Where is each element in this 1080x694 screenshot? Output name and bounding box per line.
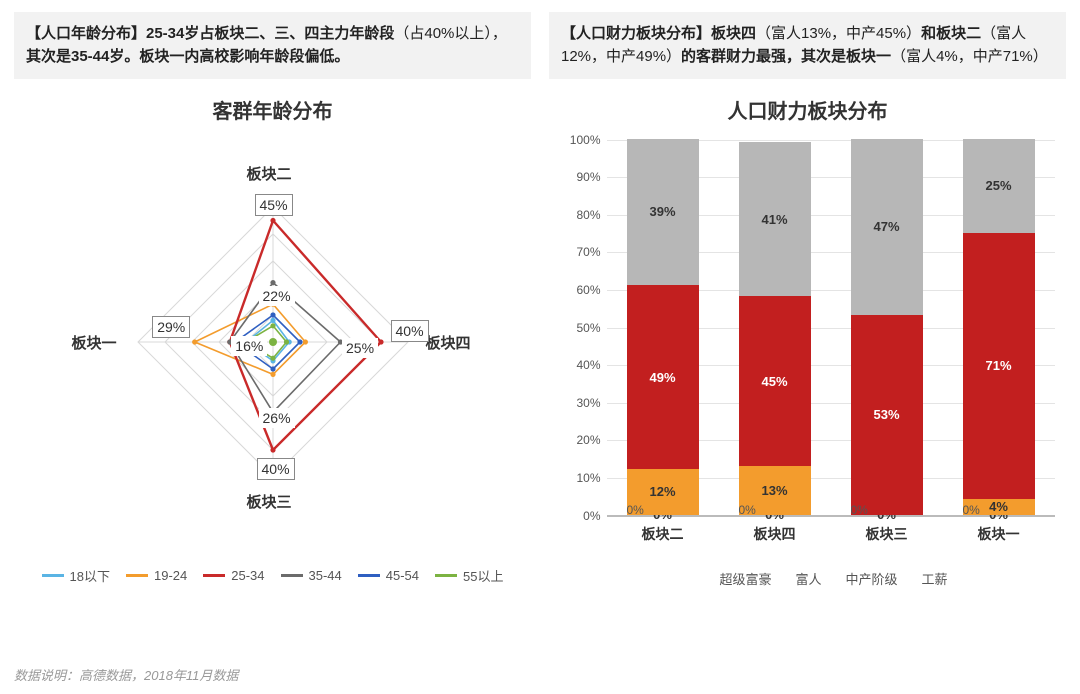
- radar-panel: 客群年龄分布 板块二板块四板块三 板块一 45% 40% 40% 29% 22% 25% 26%…: [14, 85, 531, 592]
- radar-callout: 25%: [342, 338, 378, 358]
- bar-segment: 45%: [739, 296, 811, 465]
- radar-axis-label: 板块三: [247, 491, 292, 512]
- radar-chart: 板块二板块四板块三 板块一 45% 40% 40% 29% 22% 25% 26% 16%: [23, 132, 523, 562]
- legend-item: 工薪: [916, 569, 948, 588]
- y-axis-label: 70%: [557, 245, 601, 259]
- category-label: 板块四: [754, 524, 796, 544]
- radar-callout: 40%: [391, 320, 429, 342]
- bar-chart: 0% 10% 20% 30% 40% 50% 60% 70% 80% 90% 100% 0%12%49…: [553, 132, 1063, 592]
- category-label: 板块一: [978, 524, 1020, 544]
- radar-title: 客群年龄分布: [14, 95, 531, 124]
- y-axis-label: 20%: [557, 433, 601, 447]
- radar-callout: 16%: [231, 336, 267, 356]
- legend-item: 55以上: [435, 566, 503, 585]
- bar-title: 人口财力板块分布: [549, 95, 1066, 124]
- y-axis-label: 90%: [557, 170, 601, 184]
- bar-column: 0%53%47%: [851, 139, 923, 515]
- y-axis-label: 60%: [557, 283, 601, 297]
- category-label: 板块二: [642, 524, 684, 544]
- radar-callout: 40%: [257, 458, 295, 480]
- y-axis-label: 0%: [557, 509, 601, 523]
- radar-callout: 26%: [259, 408, 295, 428]
- radar-axis-label: 板块一: [72, 332, 117, 353]
- radar-callout: 45%: [255, 194, 293, 216]
- radar-callout: 22%: [259, 286, 295, 306]
- data-source-footer: 数据说明：高德数据，2018年11月数据: [14, 665, 238, 684]
- bar-column: 0%12%49%39%: [627, 139, 699, 515]
- radar-axis-label: 板块二: [247, 163, 292, 184]
- bar-segment: 49%: [627, 285, 699, 469]
- legend-item: 19-24: [126, 566, 187, 585]
- bar-value-label: 0%: [627, 503, 699, 517]
- bar-value-label: 0%: [963, 503, 1035, 517]
- bar-segment: 41%: [739, 142, 811, 296]
- radar-axis-label: 板块四: [426, 332, 471, 353]
- legend-item: 25-34: [203, 566, 264, 585]
- y-axis-label: 10%: [557, 471, 601, 485]
- bar-column: 0%4%71%25%: [963, 139, 1035, 515]
- y-axis-label: 30%: [557, 396, 601, 410]
- legend-item: 35-44: [281, 566, 342, 585]
- bar-panel: 人口财力板块分布 0% 10% 20% 30% 40% 50% 60% 70% 80% 90% 10…: [549, 85, 1066, 592]
- bar-segment: 39%: [627, 139, 699, 286]
- legend-item: 中产阶级: [840, 569, 898, 588]
- bar-value-label: 0%: [851, 503, 923, 517]
- legend-item: 18以下: [42, 566, 110, 585]
- bar-segment: 71%: [963, 233, 1035, 500]
- legend-item: 45-54: [358, 566, 419, 585]
- radar-callout: 29%: [152, 316, 190, 338]
- right-header-box: 【人口财力板块分布】板块四（富人13%，中产45%）和板块二（富人12%，中产4…: [549, 12, 1066, 79]
- legend-item: 超级富豪: [713, 569, 771, 588]
- bar-segment: 53%: [851, 315, 923, 514]
- y-axis-label: 80%: [557, 208, 601, 222]
- bar-value-label: 0%: [739, 503, 811, 517]
- y-axis-label: 40%: [557, 358, 601, 372]
- bar-column: 0%13%45%41%: [739, 139, 811, 515]
- bar-segment: 47%: [851, 139, 923, 316]
- bar-legend: 超级富豪富人中产阶级工薪: [607, 569, 1055, 588]
- category-label: 板块三: [866, 524, 908, 544]
- y-axis-label: 50%: [557, 321, 601, 335]
- radar-legend: 18以下 19-24 25-34 35-44 45-54 55以上: [14, 566, 531, 585]
- bar-segment: 25%: [963, 139, 1035, 233]
- left-header-box: 【人口年龄分布】25-34岁占板块二、三、四主力年龄段（占40%以上），其次是3…: [14, 12, 531, 79]
- legend-item: 富人: [789, 569, 821, 588]
- y-axis-label: 100%: [557, 133, 601, 147]
